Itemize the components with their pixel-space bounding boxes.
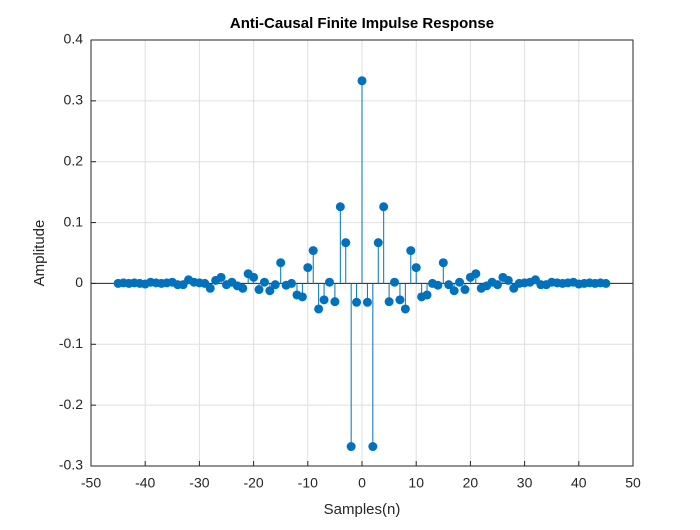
plot-frame: [90, 39, 634, 467]
stem-marker: [362, 297, 372, 307]
x-tick-label: 30: [517, 475, 533, 491]
x-tick-label: 40: [571, 475, 587, 491]
stem-marker: [384, 297, 394, 307]
stem-marker: [493, 280, 502, 290]
y-tick-label: 0.1: [64, 213, 84, 229]
x-tick-label: -50: [81, 475, 101, 491]
stem-marker: [455, 277, 465, 287]
stem-marker: [352, 297, 362, 307]
x-tick-label: -40: [135, 475, 155, 491]
stem-marker: [324, 277, 334, 287]
stem-marker: [395, 295, 405, 305]
stem-marker: [379, 202, 389, 212]
x-tick-label: 50: [625, 475, 641, 491]
stem-marker: [373, 238, 383, 248]
stem-marker: [601, 278, 611, 288]
stem-marker: [314, 304, 324, 314]
stem-marker: [400, 304, 410, 314]
stem-marker: [471, 269, 481, 279]
stem-marker: [216, 272, 226, 282]
stem-marker: [205, 283, 215, 293]
stem-marker: [346, 442, 356, 452]
stem-marker: [433, 280, 443, 290]
y-tick-label: 0.4: [64, 31, 84, 47]
stem-marker: [270, 280, 280, 290]
stem-marker: [287, 278, 297, 288]
stem-marker: [335, 202, 345, 212]
y-axis-label: Amplitude: [31, 220, 48, 287]
x-tick-label: 10: [408, 475, 424, 491]
stem-marker: [406, 246, 416, 256]
y-tick-label: -0.2: [59, 396, 83, 412]
y-tick-label: 0.2: [64, 152, 84, 168]
stem-marker: [238, 283, 248, 293]
stem-marker: [460, 285, 470, 295]
stem-marker: [357, 76, 367, 86]
chart-title: Anti-Causal Finite Impulse Response: [230, 15, 494, 32]
x-axis-label: Samples(n): [324, 501, 401, 518]
stem-marker: [249, 272, 259, 282]
stem-marker: [308, 246, 318, 256]
stem-marker: [265, 286, 275, 296]
stem-marker: [330, 297, 340, 307]
y-tick-label: 0: [75, 274, 83, 290]
stem-marker: [341, 238, 351, 248]
y-tick-label: 0.3: [64, 92, 84, 108]
stem-marker: [297, 292, 307, 302]
stem-marker: [503, 275, 513, 285]
stem-marker: [449, 286, 459, 296]
stem-marker: [368, 442, 378, 452]
x-tick-label: 20: [463, 475, 479, 491]
y-tick-label: -0.3: [59, 457, 83, 473]
stem-marker: [303, 263, 313, 273]
x-tick-label: -30: [189, 475, 209, 491]
y-tick-label: -0.1: [59, 335, 83, 351]
stem-marker: [390, 277, 400, 287]
x-tick-label: -10: [298, 475, 318, 491]
x-tick-label: -20: [243, 475, 263, 491]
stem-marker: [411, 263, 421, 273]
stem-marker: [444, 280, 454, 290]
stem-marker: [422, 290, 432, 300]
stem-marker: [276, 258, 286, 268]
stem-marker: [319, 295, 329, 305]
x-tick-label: 0: [358, 475, 366, 491]
stem-marker: [254, 285, 264, 295]
stem-marker: [259, 277, 269, 287]
stem-marker: [438, 258, 448, 268]
